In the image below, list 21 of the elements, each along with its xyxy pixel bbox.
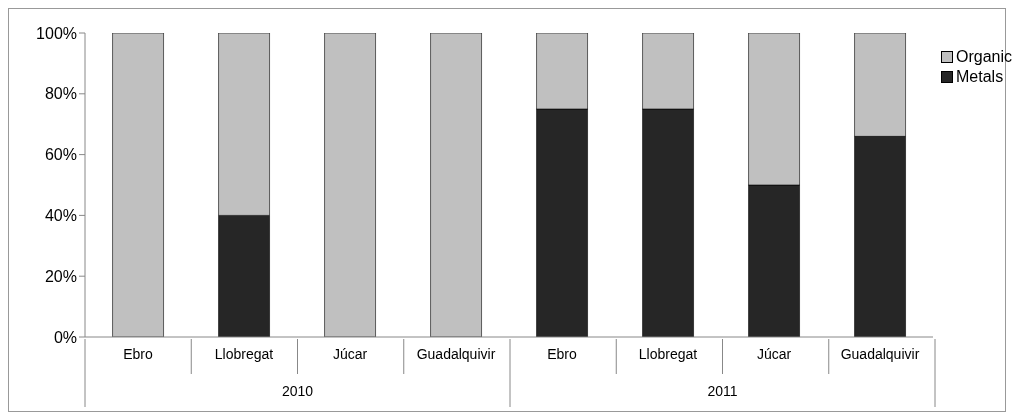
y-tick-label: 100% — [36, 24, 77, 42]
y-tick-label: 60% — [44, 146, 77, 164]
x-tick-label: Llobregat — [214, 345, 274, 362]
text: 2010 — [281, 383, 314, 399]
y-tick-label: 40% — [44, 207, 77, 225]
y-tick-label: 20% — [44, 267, 77, 285]
x-tick-label: Ebro — [547, 345, 577, 362]
text: 2011 — [707, 383, 738, 399]
y-tick-label: 0% — [53, 328, 77, 346]
x-tick-label: Júcar — [332, 345, 368, 362]
y-tick-label: 80% — [44, 85, 77, 103]
legend-label: Organic — [956, 48, 1013, 66]
bar — [112, 33, 164, 337]
x-tick-label: Guadalquivir — [416, 345, 496, 362]
legend-label: Metals — [956, 68, 1004, 86]
x-tick-label: Guadalquivir — [840, 345, 920, 362]
bar — [324, 33, 376, 337]
x-tick-label: Llobregat — [638, 345, 698, 362]
bar — [430, 33, 482, 337]
x-tick-label: Júcar — [756, 345, 792, 362]
x-tick-label: Ebro — [123, 345, 153, 362]
